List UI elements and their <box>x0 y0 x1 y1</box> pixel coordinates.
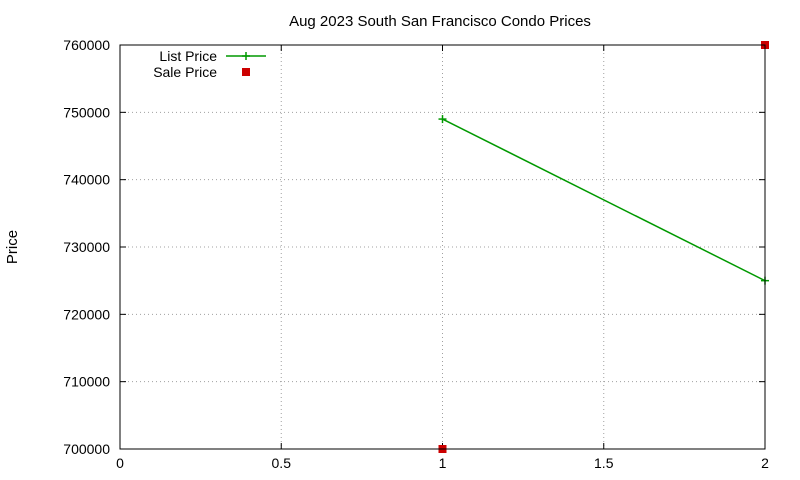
legend-marker <box>242 52 250 60</box>
axis-ticks: 700000 710000 720000 730000 740000 750000 7600… <box>63 37 769 471</box>
legend-label: Sale Price <box>153 64 217 80</box>
y-tick-label: 700000 <box>63 441 110 457</box>
y-tick-label: 760000 <box>63 37 110 53</box>
y-tick-label: 730000 <box>63 239 110 255</box>
x-tick-label: 0 <box>116 455 124 471</box>
x-tick-label: 1 <box>439 455 447 471</box>
y-tick-label: 750000 <box>63 104 110 120</box>
plot-frame <box>119 44 766 450</box>
chart-title: Aug 2023 South San Francisco Condo Price… <box>289 13 591 30</box>
data-point <box>438 115 447 124</box>
series-line <box>442 118 766 282</box>
y-tick-label: 710000 <box>63 374 110 390</box>
x-tick-label: 2 <box>761 455 769 471</box>
legend-marker <box>242 68 250 76</box>
x-tick-label: 1.5 <box>594 455 614 471</box>
series-list-price <box>438 115 769 285</box>
y-tick-label: 720000 <box>63 306 110 322</box>
x-tick-label: 0.5 <box>272 455 292 471</box>
y-axis-title: Price <box>4 230 21 264</box>
y-tick-label: 740000 <box>63 172 110 188</box>
grid-lines <box>120 45 765 449</box>
legend-label: List Price <box>159 48 217 64</box>
